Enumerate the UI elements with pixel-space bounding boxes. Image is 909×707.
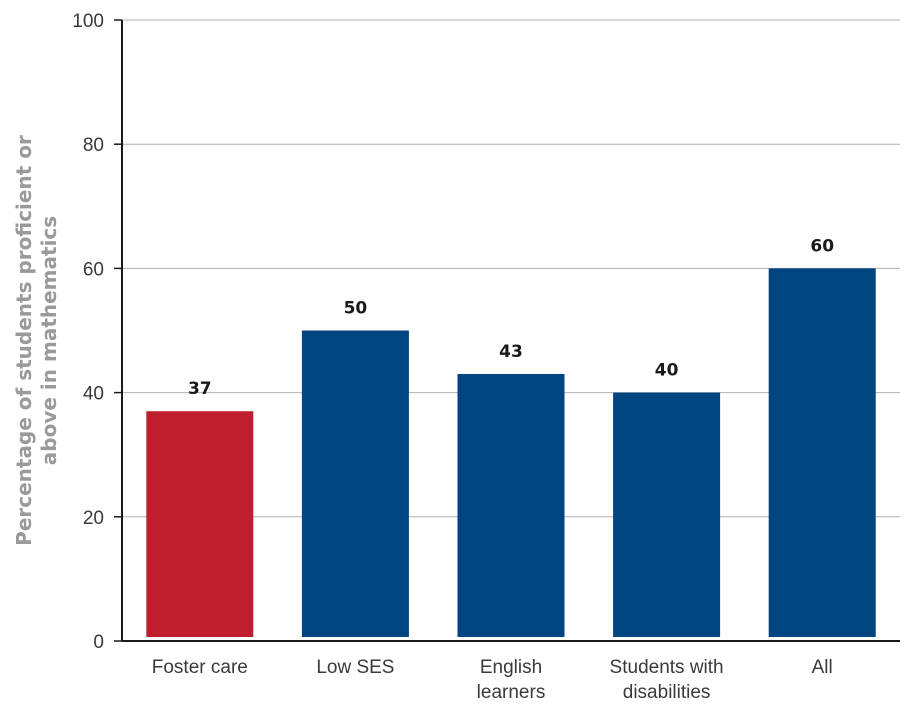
- y-tick-label: 0: [93, 632, 104, 653]
- y-tick-label: 100: [72, 11, 104, 32]
- data-label: 60: [810, 236, 834, 256]
- x-tick-label-line: learners: [477, 682, 546, 703]
- x-tick-label-line: Foster care: [152, 657, 248, 678]
- bar: [146, 411, 254, 637]
- x-tick-label-line: Students with: [610, 657, 724, 678]
- x-tick-label-line: English: [480, 657, 542, 678]
- x-tick-label: Foster care: [152, 657, 248, 678]
- x-tick-label-line: Low SES: [316, 657, 394, 678]
- y-tick-label: 20: [83, 508, 104, 529]
- data-label: 40: [655, 361, 679, 381]
- x-tick-label-line: disabilities: [623, 682, 711, 703]
- x-tick-label: Low SES: [316, 657, 394, 678]
- y-axis-label: Percentage of students proficient orabov…: [12, 135, 61, 546]
- data-labels: 37 50 43 40 60: [188, 236, 834, 399]
- bar: [613, 392, 721, 637]
- x-tick-label: Students with disabilities: [610, 657, 724, 703]
- y-tick-label: 60: [83, 259, 104, 280]
- y-tick-label: 80: [83, 135, 104, 156]
- data-label: 50: [344, 299, 368, 319]
- bar: [301, 330, 409, 637]
- bar: [457, 373, 565, 637]
- x-axis-ticks: Foster care Low SES English learners Student…: [152, 657, 833, 703]
- data-label: 43: [499, 342, 523, 362]
- data-label: 37: [188, 379, 212, 399]
- bars: [146, 268, 876, 637]
- bar: [768, 268, 876, 637]
- x-tick-label: English learners: [477, 657, 546, 703]
- y-axis-label-line: above in mathematics: [37, 216, 61, 465]
- y-axis-label-line: Percentage of students proficient or: [12, 135, 36, 546]
- y-axis-ticks: 0 20 40 60 80 100: [72, 11, 122, 653]
- y-tick-label: 40: [83, 384, 104, 405]
- x-tick-label: All: [812, 657, 833, 678]
- x-tick-label-line: All: [812, 657, 833, 678]
